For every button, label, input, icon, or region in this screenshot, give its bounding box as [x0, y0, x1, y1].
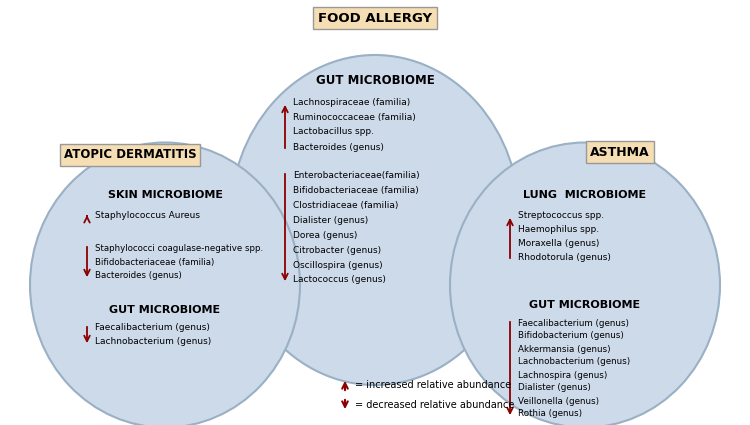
- Text: Bacteroides (genus): Bacteroides (genus): [95, 272, 182, 280]
- Ellipse shape: [450, 142, 720, 425]
- Text: Staphylococcus Aureus: Staphylococcus Aureus: [95, 210, 200, 219]
- Text: Faecalibacterium (genus): Faecalibacterium (genus): [95, 323, 210, 332]
- Text: ASTHMA: ASTHMA: [590, 145, 650, 159]
- Text: Citrobacter (genus): Citrobacter (genus): [293, 246, 381, 255]
- Text: Bifidobacteriaceae (familia): Bifidobacteriaceae (familia): [293, 185, 418, 195]
- Text: = decreased relative abundance: = decreased relative abundance: [355, 400, 514, 410]
- Text: Bifidobacterium (genus): Bifidobacterium (genus): [518, 332, 624, 340]
- Text: Haemophilus spp.: Haemophilus spp.: [518, 224, 599, 233]
- Text: Oscillospira (genus): Oscillospira (genus): [293, 261, 382, 269]
- Text: = increased relative abundance: = increased relative abundance: [355, 380, 512, 390]
- Text: Dorea (genus): Dorea (genus): [293, 230, 357, 240]
- Text: Rothia (genus): Rothia (genus): [518, 410, 582, 419]
- Text: GUT MICROBIOME: GUT MICROBIOME: [316, 74, 434, 87]
- Text: GUT MICROBIOME: GUT MICROBIOME: [110, 305, 220, 315]
- Text: Lactobacillus spp.: Lactobacillus spp.: [293, 128, 374, 136]
- Text: Dialister (genus): Dialister (genus): [293, 215, 368, 224]
- Ellipse shape: [230, 55, 520, 385]
- Text: Lachnobacterium (genus): Lachnobacterium (genus): [518, 357, 630, 366]
- Text: Staphylococci coagulase-negative spp.: Staphylococci coagulase-negative spp.: [95, 244, 263, 252]
- Text: Enterobacteriaceae(familia): Enterobacteriaceae(familia): [293, 170, 420, 179]
- Text: Lachnospira (genus): Lachnospira (genus): [518, 371, 608, 380]
- Text: Akkermansia (genus): Akkermansia (genus): [518, 345, 610, 354]
- Text: FOOD ALLERGY: FOOD ALLERGY: [318, 11, 432, 25]
- Text: Ruminococcaceae (familia): Ruminococcaceae (familia): [293, 113, 416, 122]
- Text: Bifidobacteriaceae (familia): Bifidobacteriaceae (familia): [95, 258, 214, 266]
- Text: Dialister (genus): Dialister (genus): [518, 383, 591, 393]
- Text: Moraxella (genus): Moraxella (genus): [518, 238, 599, 247]
- Text: Rhodotorula (genus): Rhodotorula (genus): [518, 252, 610, 261]
- Text: Lachnobacterium (genus): Lachnobacterium (genus): [95, 337, 211, 346]
- Text: LUNG  MICROBIOME: LUNG MICROBIOME: [524, 190, 646, 200]
- Text: Streptococcus spp.: Streptococcus spp.: [518, 210, 605, 219]
- Text: SKIN MICROBIOME: SKIN MICROBIOME: [107, 190, 223, 200]
- Text: Lachnospiraceae (familia): Lachnospiraceae (familia): [293, 97, 410, 107]
- Ellipse shape: [30, 142, 300, 425]
- Text: Bacteroides (genus): Bacteroides (genus): [293, 142, 384, 151]
- Text: Lactococcus (genus): Lactococcus (genus): [293, 275, 386, 284]
- Text: Veillonella (genus): Veillonella (genus): [518, 397, 599, 405]
- Text: Faecalibacterium (genus): Faecalibacterium (genus): [518, 318, 629, 328]
- Text: ATOPIC DERMATITIS: ATOPIC DERMATITIS: [64, 148, 196, 162]
- Text: GUT MICROBIOME: GUT MICROBIOME: [530, 300, 640, 310]
- Text: Clostridiaceae (familia): Clostridiaceae (familia): [293, 201, 398, 210]
